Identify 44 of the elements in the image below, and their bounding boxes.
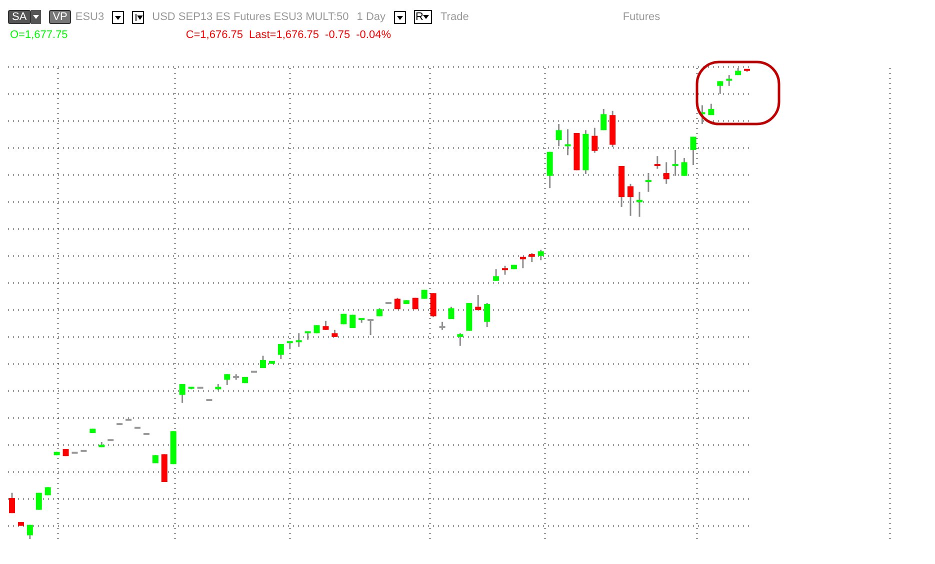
candlestick xyxy=(430,292,436,318)
text: 1 Day xyxy=(356,11,386,23)
candlestick xyxy=(484,302,490,328)
text: C=1,676.75 xyxy=(186,29,243,41)
candlestick xyxy=(457,332,464,347)
candlestick xyxy=(690,136,696,166)
candlestick xyxy=(645,172,652,193)
candlestick xyxy=(672,149,678,177)
candlestick xyxy=(592,127,598,154)
candlestick xyxy=(26,524,33,539)
candlestick xyxy=(564,128,571,156)
candlestick xyxy=(278,343,284,360)
candlestick xyxy=(493,268,500,282)
candlestick xyxy=(448,306,454,320)
text: VP xyxy=(48,10,72,24)
candlestick xyxy=(368,318,374,336)
candlestick xyxy=(600,108,607,131)
candlestick xyxy=(224,373,230,386)
text: Last=1,676.75 xyxy=(249,29,320,41)
candlestick xyxy=(663,161,670,185)
text: USD SEP13 ES Futures ESU3 MULT:50 xyxy=(152,11,349,23)
candlestick xyxy=(654,155,660,170)
candlestick xyxy=(296,332,302,348)
candlestick xyxy=(475,294,482,311)
candlestick xyxy=(179,383,186,404)
candlestick xyxy=(36,492,42,511)
candlestick xyxy=(717,80,724,95)
candlestick xyxy=(538,249,544,261)
candlestick xyxy=(628,183,634,217)
candlestick xyxy=(304,331,311,341)
candlestick xyxy=(260,355,266,369)
text: R xyxy=(416,11,424,23)
candlestick xyxy=(556,123,562,147)
text: SA xyxy=(8,10,31,24)
text: Futures xyxy=(622,11,660,23)
text: -0.04% xyxy=(356,29,391,41)
text: O=1,677.75 xyxy=(10,29,68,41)
text: ESU3 xyxy=(75,11,104,23)
text: Trade xyxy=(440,11,469,23)
candlestick xyxy=(9,492,15,514)
candlestick xyxy=(350,314,356,329)
candlestick xyxy=(681,157,688,177)
candlestick xyxy=(726,74,732,87)
text: -0.75 xyxy=(325,29,350,41)
